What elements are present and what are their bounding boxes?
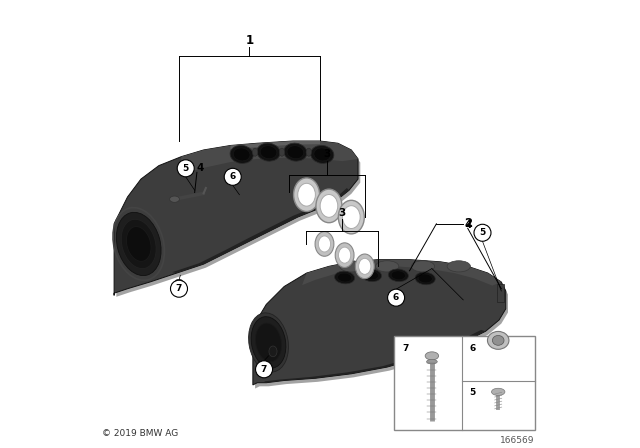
Polygon shape bbox=[172, 188, 349, 273]
Ellipse shape bbox=[287, 146, 304, 159]
Ellipse shape bbox=[279, 148, 285, 156]
Text: 166569: 166569 bbox=[500, 436, 535, 445]
Polygon shape bbox=[230, 141, 320, 149]
Text: 6: 6 bbox=[393, 293, 399, 302]
Ellipse shape bbox=[252, 148, 258, 156]
Ellipse shape bbox=[339, 200, 364, 234]
Ellipse shape bbox=[418, 274, 432, 283]
Ellipse shape bbox=[127, 227, 151, 261]
Text: 6: 6 bbox=[230, 172, 236, 181]
Ellipse shape bbox=[425, 352, 438, 360]
Ellipse shape bbox=[340, 261, 363, 272]
Ellipse shape bbox=[260, 146, 277, 159]
Ellipse shape bbox=[170, 196, 179, 202]
Ellipse shape bbox=[234, 148, 250, 161]
Ellipse shape bbox=[116, 212, 161, 276]
Text: 6: 6 bbox=[470, 344, 476, 353]
Circle shape bbox=[474, 224, 491, 241]
Ellipse shape bbox=[391, 271, 405, 280]
Ellipse shape bbox=[316, 189, 342, 223]
Text: 1: 1 bbox=[245, 34, 253, 47]
Ellipse shape bbox=[318, 236, 331, 252]
Ellipse shape bbox=[298, 183, 316, 206]
Text: 5: 5 bbox=[182, 164, 189, 173]
Text: © 2019 BMW AG: © 2019 BMW AG bbox=[102, 429, 178, 438]
Text: 2: 2 bbox=[463, 217, 472, 230]
Ellipse shape bbox=[492, 388, 505, 396]
Ellipse shape bbox=[362, 269, 381, 282]
Text: 5: 5 bbox=[479, 228, 486, 237]
Ellipse shape bbox=[251, 317, 286, 368]
Polygon shape bbox=[255, 263, 508, 388]
Ellipse shape bbox=[314, 148, 331, 161]
Ellipse shape bbox=[492, 336, 504, 345]
Ellipse shape bbox=[306, 148, 312, 156]
Ellipse shape bbox=[255, 323, 282, 362]
Circle shape bbox=[224, 168, 241, 185]
Ellipse shape bbox=[175, 279, 183, 284]
Ellipse shape bbox=[426, 359, 437, 364]
Ellipse shape bbox=[335, 271, 355, 284]
Ellipse shape bbox=[335, 243, 354, 267]
Circle shape bbox=[388, 289, 404, 306]
Ellipse shape bbox=[415, 272, 435, 285]
Text: 3: 3 bbox=[323, 150, 330, 159]
Ellipse shape bbox=[284, 143, 307, 161]
Ellipse shape bbox=[269, 346, 277, 357]
Bar bbox=[394, 336, 535, 430]
Ellipse shape bbox=[315, 232, 334, 256]
Ellipse shape bbox=[498, 288, 505, 298]
Ellipse shape bbox=[339, 247, 351, 263]
Ellipse shape bbox=[262, 362, 270, 367]
Ellipse shape bbox=[342, 206, 360, 228]
Ellipse shape bbox=[257, 143, 280, 161]
Text: 4: 4 bbox=[196, 163, 204, 173]
Ellipse shape bbox=[294, 178, 319, 211]
Circle shape bbox=[255, 361, 273, 378]
Polygon shape bbox=[264, 330, 486, 383]
Ellipse shape bbox=[388, 269, 408, 282]
Text: 7: 7 bbox=[402, 344, 408, 353]
Polygon shape bbox=[497, 284, 504, 302]
Ellipse shape bbox=[364, 271, 378, 280]
Text: 7: 7 bbox=[261, 365, 268, 374]
Ellipse shape bbox=[447, 261, 470, 272]
Ellipse shape bbox=[358, 258, 371, 274]
Text: 7: 7 bbox=[176, 284, 182, 293]
Circle shape bbox=[170, 280, 188, 297]
Polygon shape bbox=[302, 260, 501, 285]
Circle shape bbox=[177, 160, 194, 177]
Ellipse shape bbox=[230, 146, 253, 164]
Ellipse shape bbox=[376, 261, 399, 272]
Ellipse shape bbox=[320, 194, 338, 217]
Ellipse shape bbox=[355, 254, 374, 279]
Ellipse shape bbox=[121, 219, 156, 269]
Ellipse shape bbox=[248, 313, 289, 372]
Polygon shape bbox=[114, 141, 358, 295]
Polygon shape bbox=[253, 260, 506, 385]
Text: 4: 4 bbox=[464, 220, 472, 230]
Text: 5: 5 bbox=[470, 388, 476, 396]
Ellipse shape bbox=[310, 146, 334, 164]
Text: 3: 3 bbox=[339, 207, 346, 218]
Ellipse shape bbox=[412, 261, 435, 272]
Ellipse shape bbox=[488, 332, 509, 349]
Polygon shape bbox=[116, 145, 360, 299]
Ellipse shape bbox=[337, 273, 351, 282]
Polygon shape bbox=[181, 141, 358, 175]
